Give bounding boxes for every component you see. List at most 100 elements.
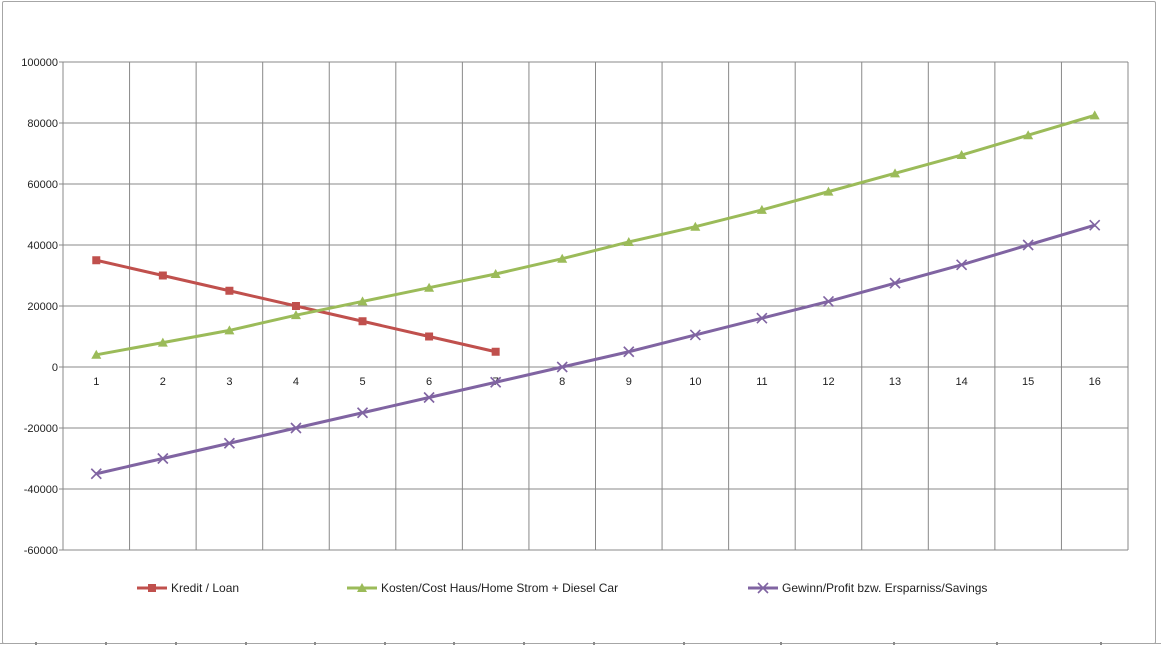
triangle-marker[interactable] bbox=[823, 186, 834, 196]
x-marker[interactable] bbox=[956, 259, 968, 271]
triangle-marker[interactable] bbox=[756, 204, 767, 214]
x-axis-label[interactable]: 4 bbox=[293, 376, 299, 388]
x-axis-label[interactable]: 13 bbox=[889, 376, 901, 388]
sheet-column-tick bbox=[1100, 642, 1102, 645]
x-marker[interactable] bbox=[1022, 239, 1034, 251]
y-axis-label[interactable]: 0 bbox=[52, 362, 58, 374]
x-axis-label[interactable]: 1 bbox=[93, 376, 99, 388]
series-line-2[interactable] bbox=[95, 223, 1096, 476]
legend-label: Kosten/Cost Haus/Home Strom + Diesel Car bbox=[381, 581, 619, 595]
chart-legend: Kredit / Loan Kosten/Cost Haus/Home Strom… bbox=[0, 580, 1161, 596]
square-marker[interactable] bbox=[158, 271, 167, 280]
sheet-column-tick bbox=[780, 642, 782, 645]
triangle-marker[interactable] bbox=[623, 236, 634, 246]
x-marker[interactable] bbox=[756, 312, 768, 324]
sheet-column-tick bbox=[683, 642, 685, 645]
legend-item-1[interactable]: Kosten/Cost Haus/Home Strom + Diesel Car bbox=[347, 580, 618, 596]
triangle-marker[interactable] bbox=[557, 253, 568, 263]
x-marker[interactable] bbox=[90, 468, 102, 480]
legend-marker-x-icon bbox=[748, 582, 778, 594]
triangle-marker[interactable] bbox=[1023, 130, 1034, 140]
sheet-column-tick bbox=[996, 642, 998, 645]
x-marker[interactable] bbox=[889, 277, 901, 289]
y-axis-label[interactable]: 80000 bbox=[27, 118, 58, 130]
y-axis-label[interactable]: 60000 bbox=[27, 179, 58, 191]
x-axis-label[interactable]: 9 bbox=[626, 376, 632, 388]
legend-label: Gewinn/Profit bzw. Ersparniss/Savings bbox=[782, 581, 988, 595]
x-axis-label[interactable]: 8 bbox=[559, 376, 565, 388]
sheet-column-tick bbox=[314, 642, 316, 645]
legend-item-2[interactable]: Gewinn/Profit bzw. Ersparniss/Savings bbox=[748, 580, 987, 596]
y-axis-labels[interactable]: 100000 80000 60000 40000 20000 0 -20000 -40000 -… bbox=[21, 57, 58, 557]
x-axis-label[interactable]: 12 bbox=[822, 376, 834, 388]
series-1[interactable] bbox=[91, 110, 1100, 359]
x-axis-label[interactable]: 3 bbox=[226, 376, 232, 388]
triangle-marker[interactable] bbox=[1089, 110, 1100, 120]
y-axis-label[interactable]: 100000 bbox=[21, 57, 58, 69]
triangle-marker[interactable] bbox=[956, 150, 967, 160]
triangle-marker[interactable] bbox=[424, 282, 435, 292]
y-axis-label[interactable]: 40000 bbox=[27, 240, 58, 252]
series-2[interactable] bbox=[90, 219, 1101, 480]
x-axis-label[interactable]: 15 bbox=[1022, 376, 1034, 388]
triangle-marker[interactable] bbox=[690, 221, 701, 231]
square-marker[interactable] bbox=[92, 256, 101, 265]
legend-marker-triangle-icon bbox=[347, 583, 377, 592]
triangle-marker[interactable] bbox=[357, 296, 368, 306]
legend-marker-square-icon bbox=[137, 584, 167, 592]
x-marker[interactable] bbox=[290, 422, 302, 434]
x-axis-label[interactable]: 2 bbox=[160, 376, 166, 388]
sheet-column-tick bbox=[35, 642, 37, 645]
triangle-marker[interactable] bbox=[490, 268, 501, 278]
x-marker[interactable] bbox=[223, 437, 235, 449]
y-axis-label[interactable]: 20000 bbox=[27, 301, 58, 313]
square-marker[interactable] bbox=[225, 286, 234, 295]
y-axis-label[interactable]: -60000 bbox=[24, 545, 58, 557]
sheet-column-tick bbox=[523, 642, 525, 645]
x-marker[interactable] bbox=[157, 452, 169, 465]
sheet-column-tick bbox=[175, 642, 177, 645]
x-marker[interactable] bbox=[356, 407, 369, 419]
legend-item-0[interactable]: Kredit / Loan bbox=[137, 580, 239, 596]
series-line-1[interactable] bbox=[96, 113, 1096, 357]
x-axis-label[interactable]: 14 bbox=[955, 376, 967, 388]
x-marker[interactable] bbox=[1089, 219, 1101, 231]
y-axis-label[interactable]: -40000 bbox=[24, 484, 58, 496]
square-marker[interactable] bbox=[358, 317, 367, 326]
series-0[interactable] bbox=[92, 256, 500, 356]
x-marker[interactable] bbox=[822, 295, 835, 307]
x-axis-labels[interactable]: 1 2 3 4 5 6 7 8 9 10 11 12 13 14 15 16 bbox=[93, 376, 1101, 388]
triangle-marker[interactable] bbox=[157, 337, 168, 347]
square-marker[interactable] bbox=[425, 332, 434, 341]
sheet-column-tick bbox=[105, 642, 107, 645]
x-axis-label[interactable]: 6 bbox=[426, 376, 432, 388]
x-axis-label[interactable]: 5 bbox=[359, 376, 365, 388]
square-marker[interactable] bbox=[291, 302, 300, 310]
x-marker[interactable] bbox=[556, 361, 568, 373]
x-axis-label[interactable]: 11 bbox=[756, 376, 767, 388]
x-marker[interactable] bbox=[623, 346, 635, 358]
triangle-marker[interactable] bbox=[290, 310, 301, 320]
sheet-gridline bbox=[0, 643, 1161, 644]
sheet-column-tick bbox=[384, 642, 386, 645]
triangle-marker[interactable] bbox=[890, 168, 901, 178]
triangle-marker[interactable] bbox=[91, 349, 102, 359]
square-marker[interactable] bbox=[491, 347, 500, 356]
sheet-column-tick bbox=[593, 642, 595, 645]
sheet-column-tick bbox=[245, 642, 247, 645]
x-marker[interactable] bbox=[423, 391, 435, 404]
x-axis-label[interactable]: 10 bbox=[689, 376, 701, 388]
sheet-column-tick bbox=[453, 642, 455, 645]
spreadsheet-edge bbox=[0, 642, 1161, 646]
legend-label: Kredit / Loan bbox=[171, 581, 240, 595]
x-marker[interactable] bbox=[689, 329, 701, 341]
x-axis-label[interactable]: 16 bbox=[1089, 376, 1101, 388]
x-marker[interactable] bbox=[490, 376, 502, 388]
y-axis-label[interactable]: -20000 bbox=[24, 423, 58, 435]
sheet-column-tick bbox=[893, 642, 895, 645]
triangle-marker[interactable] bbox=[224, 325, 235, 335]
gridlines bbox=[59, 61, 1129, 551]
